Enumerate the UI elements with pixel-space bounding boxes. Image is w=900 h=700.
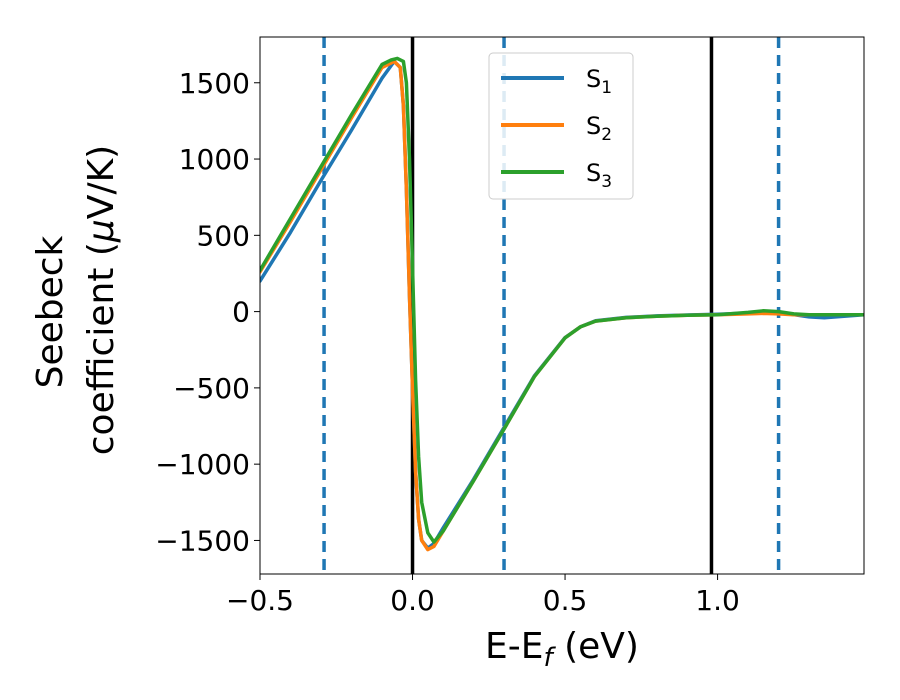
x-tick-label: 0.5 <box>543 584 588 617</box>
series-line-s3 <box>260 56 864 544</box>
y-axis-label-line2-prefix: coefficient ( <box>81 242 122 455</box>
plot-frame <box>259 36 865 575</box>
y-axis-label-line2: coefficient (μV/K) <box>81 145 122 455</box>
legend-label-s2: S2 <box>586 112 612 145</box>
y-axis-label-line2-suffix: V/K) <box>81 145 122 219</box>
y-tick-label: 1500 <box>179 67 250 100</box>
y-axis-label-line1: Seebeck <box>30 235 71 388</box>
y-tick-label: 500 <box>197 219 250 252</box>
legend: S1 S2 S3 <box>488 52 634 200</box>
y-axis: 1500 1000 500 0 −500 −1000 −1500 <box>155 67 260 557</box>
legend-label-s1: S1 <box>586 65 612 98</box>
x-axis-label-unit: (eV) <box>553 626 639 667</box>
x-tick-label: 0.0 <box>390 584 435 617</box>
y-tick-label: −500 <box>173 372 250 405</box>
legend-label-s3: S3 <box>586 159 612 192</box>
x-axis-label: E-Ef (eV) <box>485 626 639 673</box>
y-tick-label: 1000 <box>179 143 250 176</box>
x-axis-label-main: E-E <box>485 626 543 667</box>
y-tick-label: −1000 <box>155 448 250 481</box>
x-tick-label: 1.0 <box>695 584 740 617</box>
x-tick-label: −0.5 <box>226 584 294 617</box>
y-axis-label-mu: μ <box>81 219 122 243</box>
y-axis-label: Seebeck coefficient (μV/K) <box>30 145 122 455</box>
x-axis: −0.5 0.0 0.5 1.0 <box>226 574 740 617</box>
plot-area <box>260 37 864 574</box>
y-tick-label: −1500 <box>155 524 250 557</box>
y-tick-label: 0 <box>232 296 250 329</box>
